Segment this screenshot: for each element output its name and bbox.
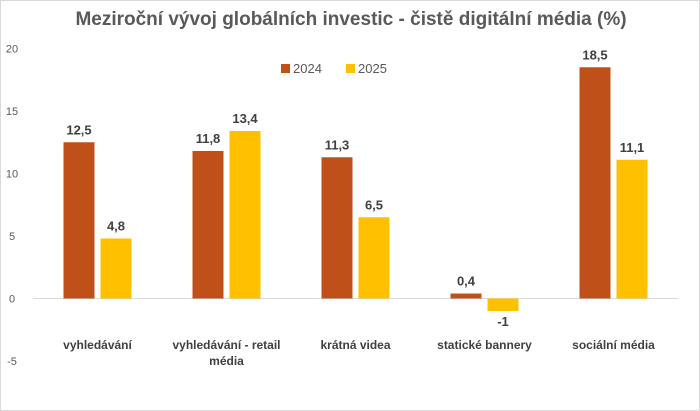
data-label: 6,5 xyxy=(365,197,383,212)
legend-swatch-2025 xyxy=(346,64,355,73)
bar-2024 xyxy=(450,293,482,299)
legend-swatch-2024 xyxy=(281,64,290,73)
bar-2024 xyxy=(192,151,224,299)
y-tick-label: 15 xyxy=(6,106,18,118)
data-label: 11,1 xyxy=(620,140,645,155)
bar-2024 xyxy=(63,142,95,299)
category-label: vyhledávání - retail xyxy=(172,338,280,352)
bar-2025 xyxy=(229,131,261,299)
y-tick-label: 20 xyxy=(6,44,18,56)
bar-2024 xyxy=(579,67,611,299)
bar-2025 xyxy=(616,159,648,299)
data-label: -1 xyxy=(497,314,509,329)
legend-label: 2025 xyxy=(358,61,387,76)
y-tick-label: 5 xyxy=(9,231,15,243)
data-label: 18,5 xyxy=(582,47,607,62)
data-label: 13,4 xyxy=(232,111,258,126)
category-label: sociální média xyxy=(572,338,655,352)
bar-2025 xyxy=(487,298,519,311)
category-label: média xyxy=(209,354,244,368)
data-label: 11,3 xyxy=(325,137,350,152)
data-label: 0,4 xyxy=(457,274,476,289)
y-tick-label: -5 xyxy=(7,356,17,368)
category-label: statické bannery xyxy=(437,338,532,352)
data-label: 11,8 xyxy=(196,131,221,146)
bar-2025 xyxy=(358,217,390,299)
category-label: vyhledávání xyxy=(63,338,132,352)
y-tick-label: 10 xyxy=(6,169,18,181)
bar-2024 xyxy=(321,157,353,299)
bar-2025 xyxy=(100,238,132,299)
data-label: 4,8 xyxy=(107,219,125,234)
category-label: krátná videa xyxy=(320,338,390,352)
data-label: 12,5 xyxy=(66,122,91,137)
y-tick-label: 0 xyxy=(9,294,15,306)
legend-label: 2024 xyxy=(293,61,322,76)
chart-title: Meziroční vývoj globálních investic - či… xyxy=(75,9,627,30)
